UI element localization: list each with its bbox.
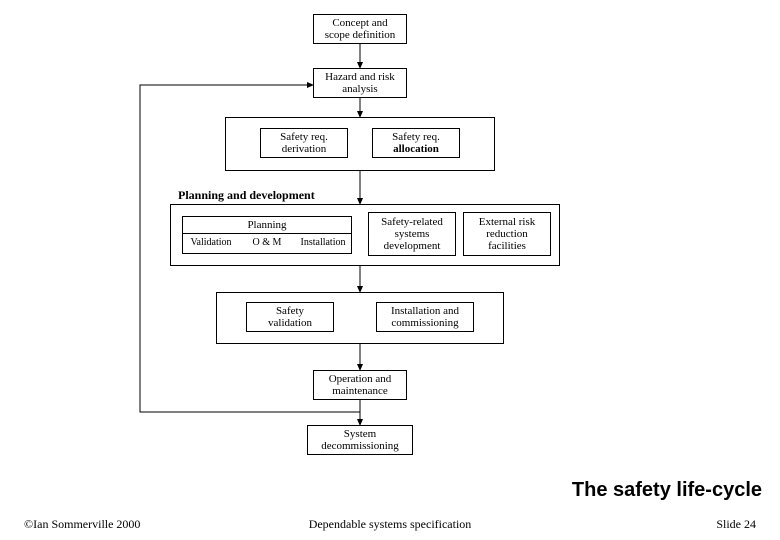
node-line2: decommissioning <box>308 440 412 452</box>
node-line1: Safety <box>247 305 333 317</box>
node-safety-req-derivation: Safety req. derivation <box>260 128 348 158</box>
planning-col-installation: Installation <box>295 234 351 251</box>
node-hazard-risk: Hazard and risk analysis <box>313 68 407 98</box>
node-safety-req-allocation: Safety req. allocation <box>372 128 460 158</box>
node-line1: Safety-related <box>369 216 455 228</box>
node-line1: Safety req. <box>261 131 347 143</box>
safety-lifecycle-diagram: Concept and scope definition Hazard and … <box>0 0 780 495</box>
node-line1: Concept and <box>314 17 406 29</box>
node-installation-commissioning: Installation and commissioning <box>376 302 474 332</box>
slide-title: The safety life-cycle <box>572 479 762 502</box>
planning-col-validation: Validation <box>183 234 239 251</box>
node-line3: facilities <box>464 240 550 252</box>
node-system-decommissioning: System decommissioning <box>307 425 413 455</box>
node-safety-related-systems-dev: Safety-related systems development <box>368 212 456 256</box>
node-line1: System <box>308 428 412 440</box>
node-line2: derivation <box>261 143 347 155</box>
node-line2: maintenance <box>314 385 406 397</box>
node-line2: reduction <box>464 228 550 240</box>
node-external-risk-reduction: External risk reduction facilities <box>463 212 551 256</box>
node-line2: validation <box>247 317 333 329</box>
node-safety-validation: Safety validation <box>246 302 334 332</box>
label-planning-development: Planning and development <box>178 188 315 203</box>
node-line2: systems <box>369 228 455 240</box>
footer-center: Dependable systems specification <box>0 517 780 532</box>
node-line2: analysis <box>314 83 406 95</box>
node-line1: Hazard and risk <box>314 71 406 83</box>
node-operation-maintenance: Operation and maintenance <box>313 370 407 400</box>
node-line1: Installation and <box>377 305 473 317</box>
node-planning-table: Planning Validation O & M Installation <box>182 216 352 254</box>
node-concept-scope: Concept and scope definition <box>313 14 407 44</box>
node-line2: allocation <box>373 143 459 155</box>
node-line1: Safety req. <box>373 131 459 143</box>
node-line2: scope definition <box>314 29 406 41</box>
node-line1: External risk <box>464 216 550 228</box>
footer-right: Slide 24 <box>716 517 756 532</box>
slide-footer: ©Ian Sommerville 2000 Dependable systems… <box>0 512 780 540</box>
planning-col-oandm: O & M <box>239 234 295 251</box>
node-line3: development <box>369 240 455 252</box>
planning-header: Planning <box>183 217 351 234</box>
node-line2: commissioning <box>377 317 473 329</box>
node-line1: Operation and <box>314 373 406 385</box>
